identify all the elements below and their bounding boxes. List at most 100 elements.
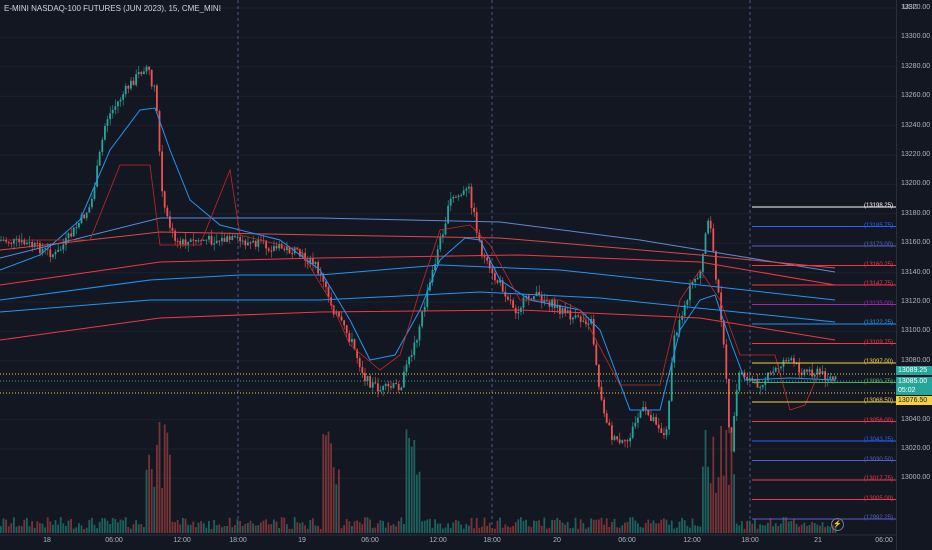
x-tick-label: 06:00 (618, 537, 636, 544)
candle-body (153, 85, 156, 87)
candle-body (317, 262, 319, 274)
volume-bar (595, 519, 598, 533)
candle-body (595, 344, 598, 365)
candle-body (18, 238, 20, 243)
volume-bar (600, 517, 603, 533)
volume-bar (488, 522, 491, 533)
candle-body (280, 243, 283, 249)
volume-bar (65, 525, 67, 533)
volume-bar (429, 518, 431, 533)
volume-bar (696, 525, 699, 533)
candle-body (462, 190, 465, 195)
volume-bar (473, 528, 475, 533)
volume-bar (751, 523, 754, 533)
y-tick-label: 13180.00 (901, 209, 931, 217)
level-label: (13198.25) (864, 203, 894, 209)
candle-body (278, 243, 280, 249)
candle-body (707, 220, 709, 234)
candle-body (33, 242, 36, 247)
candle-body (117, 101, 119, 107)
volume-bar (338, 469, 340, 533)
volume-bar (234, 525, 236, 533)
candle-body (517, 311, 520, 314)
volume-bar (343, 525, 345, 533)
candle-body (288, 246, 291, 254)
candle-body (681, 315, 683, 321)
volume-bar (67, 520, 70, 533)
volume-bar (377, 523, 379, 533)
candle-body (275, 246, 278, 249)
volume-bar (106, 520, 109, 533)
volume-bar (80, 525, 83, 533)
volume-bar (582, 523, 585, 533)
volume-bar (2, 518, 5, 533)
candle-body (501, 280, 504, 292)
volume-bar (208, 520, 210, 533)
candle-body (182, 239, 184, 245)
volume-bar (590, 518, 592, 533)
volume-bar (442, 528, 444, 533)
candle-body (62, 244, 65, 250)
candle-body (286, 246, 288, 251)
candle-body (78, 222, 80, 228)
volume-bar (811, 521, 813, 533)
y-tick-label: 13300.00 (901, 33, 931, 41)
candle-body (44, 248, 46, 250)
candle-body (460, 194, 462, 196)
candle-body (746, 377, 748, 381)
volume-bar (772, 526, 774, 533)
candle-body (299, 248, 301, 257)
volume-bar (260, 522, 262, 533)
volume-bar (777, 526, 780, 533)
candle-body (332, 305, 335, 315)
candle-body (473, 207, 475, 213)
y-tick-label: 13200.00 (901, 180, 931, 188)
candle-body (413, 342, 416, 356)
candle-body (512, 300, 514, 308)
volume-bar (670, 520, 673, 533)
chart-plot-area[interactable] (0, 0, 896, 550)
volume-bar (720, 425, 722, 533)
volume-bar (356, 520, 358, 533)
candle-body (122, 94, 124, 100)
volume-bar (0, 526, 2, 533)
price-axis[interactable]: 13320.00 13300.00 13280.00 13260.00 13240.00… (896, 0, 932, 550)
candle-body (343, 320, 345, 326)
candle-body (509, 299, 512, 301)
candle-body (481, 240, 483, 257)
volume-bar (257, 525, 260, 533)
volume-bar (223, 526, 226, 533)
candle-body (166, 207, 169, 217)
volume-bar (668, 524, 670, 533)
candle-body (171, 227, 174, 231)
candle-body (59, 249, 62, 251)
level-label: (13097.00) (864, 359, 894, 365)
candle-body (689, 284, 691, 301)
volume-bar (379, 520, 382, 533)
volume-bar (296, 522, 299, 533)
volume-bar (806, 525, 808, 533)
volume-bar (400, 517, 403, 533)
candle-body (421, 311, 423, 327)
volume-bar (78, 523, 80, 533)
candle-body (106, 119, 109, 126)
candle-body (296, 247, 299, 249)
candle-body (156, 85, 158, 112)
lightning-icon[interactable]: ⚡ (831, 518, 844, 531)
candle-body (780, 366, 782, 369)
volume-bar (85, 527, 88, 533)
level-label: (13043.25) (864, 437, 894, 443)
candle-body (715, 251, 717, 280)
volume-bar (694, 525, 696, 533)
x-tick-label: 20 (553, 537, 561, 544)
candle-body (319, 273, 322, 276)
candle-body (325, 281, 327, 288)
candle-body (239, 237, 241, 242)
countdown-tag: 05:02 (896, 386, 932, 395)
volume-bar (265, 519, 267, 533)
candle-body (579, 316, 582, 322)
volume-bar (699, 526, 702, 533)
candle-body (395, 383, 397, 385)
candle-body (478, 232, 481, 241)
candle-body (358, 358, 361, 368)
